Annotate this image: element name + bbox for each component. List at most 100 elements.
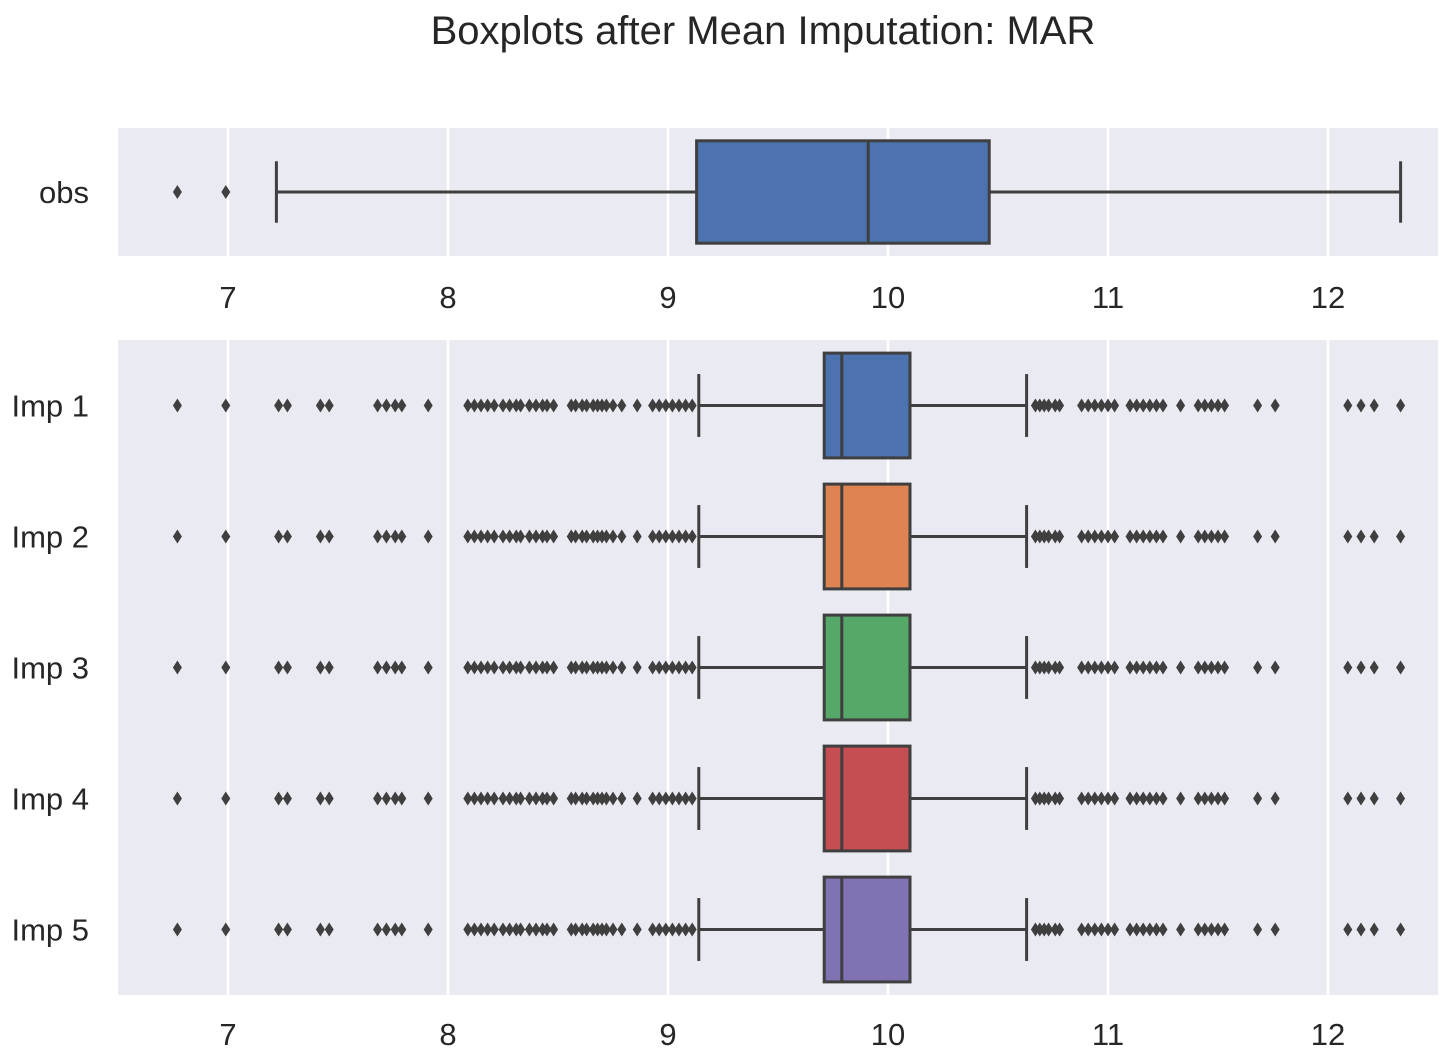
outlier-point xyxy=(373,529,383,544)
outlier-point xyxy=(674,529,684,544)
outlier-point xyxy=(1110,791,1120,806)
outlier-point xyxy=(542,660,552,675)
outlier-point xyxy=(1193,529,1203,544)
box-series-imp-4: Imp 4 xyxy=(11,744,1406,853)
outlier-point xyxy=(397,922,407,937)
outlier-point xyxy=(1220,398,1230,413)
outlier-point xyxy=(601,398,611,413)
outlier-point xyxy=(531,398,541,413)
y-tick-label: Imp 3 xyxy=(11,651,89,686)
outlier-point xyxy=(524,922,534,937)
outlier-point xyxy=(661,660,671,675)
outlier-point xyxy=(274,791,284,806)
outlier-point xyxy=(1213,791,1223,806)
outlier-point xyxy=(1125,660,1135,675)
outlier-point xyxy=(648,791,658,806)
outlier-point xyxy=(601,791,611,806)
outlier-point xyxy=(687,922,697,937)
outlier-point xyxy=(505,660,515,675)
outlier-point xyxy=(1103,660,1113,675)
x-tick-label: 11 xyxy=(1092,280,1124,315)
outlier-point xyxy=(516,922,526,937)
outlier-point xyxy=(674,791,684,806)
outlier-point xyxy=(687,398,697,413)
outlier-point xyxy=(274,529,284,544)
outlier-point xyxy=(172,185,182,199)
outlier-point xyxy=(549,529,559,544)
box xyxy=(822,351,912,460)
outlier-point xyxy=(1103,398,1113,413)
box-series-imp-1: Imp 1 xyxy=(11,351,1406,460)
outlier-point xyxy=(1396,398,1406,413)
outlier-point xyxy=(1138,660,1148,675)
outlier-point xyxy=(423,398,433,413)
outlier-point xyxy=(463,922,473,937)
box xyxy=(822,744,912,853)
outlier-point xyxy=(1083,398,1093,413)
outlier-point xyxy=(476,922,486,937)
outlier-point xyxy=(1138,529,1148,544)
outlier-point xyxy=(1176,529,1186,544)
outlier-point xyxy=(608,529,618,544)
outlier-point xyxy=(423,922,433,937)
outlier-point xyxy=(1200,398,1210,413)
outlier-point xyxy=(1077,660,1087,675)
panel-observed: 7 8 9 10 11 12 obs xyxy=(39,128,1438,315)
outlier-point xyxy=(516,660,526,675)
outlier-point xyxy=(324,922,334,937)
outlier-point xyxy=(221,660,231,675)
outlier-point xyxy=(1213,660,1223,675)
outlier-point xyxy=(1077,922,1087,937)
outlier-point xyxy=(221,529,231,544)
outlier-point xyxy=(632,922,642,937)
outlier-point xyxy=(1176,660,1186,675)
outlier-point xyxy=(381,529,391,544)
outlier-point xyxy=(1090,922,1100,937)
outlier-point xyxy=(1270,791,1280,806)
outlier-point xyxy=(1125,791,1135,806)
outlier-point xyxy=(469,660,479,675)
outlier-point xyxy=(1176,791,1186,806)
outlier-point xyxy=(1158,660,1168,675)
panel-imputed: 7 8 9 10 11 12 Imp 1 Imp 2 Imp 3 Imp 4 Imp 5 xyxy=(11,340,1438,1052)
outlier-point xyxy=(463,398,473,413)
outlier-point xyxy=(1090,529,1100,544)
outlier-point xyxy=(549,398,559,413)
outlier-point xyxy=(542,398,552,413)
box xyxy=(822,482,912,591)
outlier-point xyxy=(1369,398,1379,413)
outlier-point xyxy=(1110,922,1120,937)
box-series-imp-5: Imp 5 xyxy=(11,875,1406,984)
outlier-point xyxy=(476,791,486,806)
outlier-point xyxy=(172,791,182,806)
outlier-point xyxy=(1343,791,1353,806)
outlier-point xyxy=(1213,398,1223,413)
outlier-point xyxy=(1132,660,1142,675)
outlier-point xyxy=(1044,791,1054,806)
outlier-point xyxy=(531,791,541,806)
outlier-point xyxy=(1356,529,1366,544)
outlier-point xyxy=(549,660,559,675)
outlier-point xyxy=(1083,660,1093,675)
outlier-point xyxy=(1044,529,1054,544)
outlier-point xyxy=(274,922,284,937)
outlier-point xyxy=(1176,398,1186,413)
outlier-point xyxy=(498,922,508,937)
outlier-point xyxy=(1369,660,1379,675)
outlier-point xyxy=(221,791,231,806)
outlier-point xyxy=(1145,529,1155,544)
outlier-point xyxy=(654,922,664,937)
outlier-point xyxy=(498,398,508,413)
outlier-point xyxy=(172,529,182,544)
outlier-point xyxy=(1270,922,1280,937)
outlier-point xyxy=(489,922,499,937)
outlier-point xyxy=(1083,529,1093,544)
outlier-point xyxy=(542,529,552,544)
outlier-point xyxy=(1343,398,1353,413)
outlier-point xyxy=(1125,922,1135,937)
outlier-point xyxy=(571,791,581,806)
outlier-point xyxy=(483,660,493,675)
y-tick-label: obs xyxy=(39,175,89,210)
outlier-point xyxy=(1193,660,1203,675)
outlier-point xyxy=(1220,529,1230,544)
